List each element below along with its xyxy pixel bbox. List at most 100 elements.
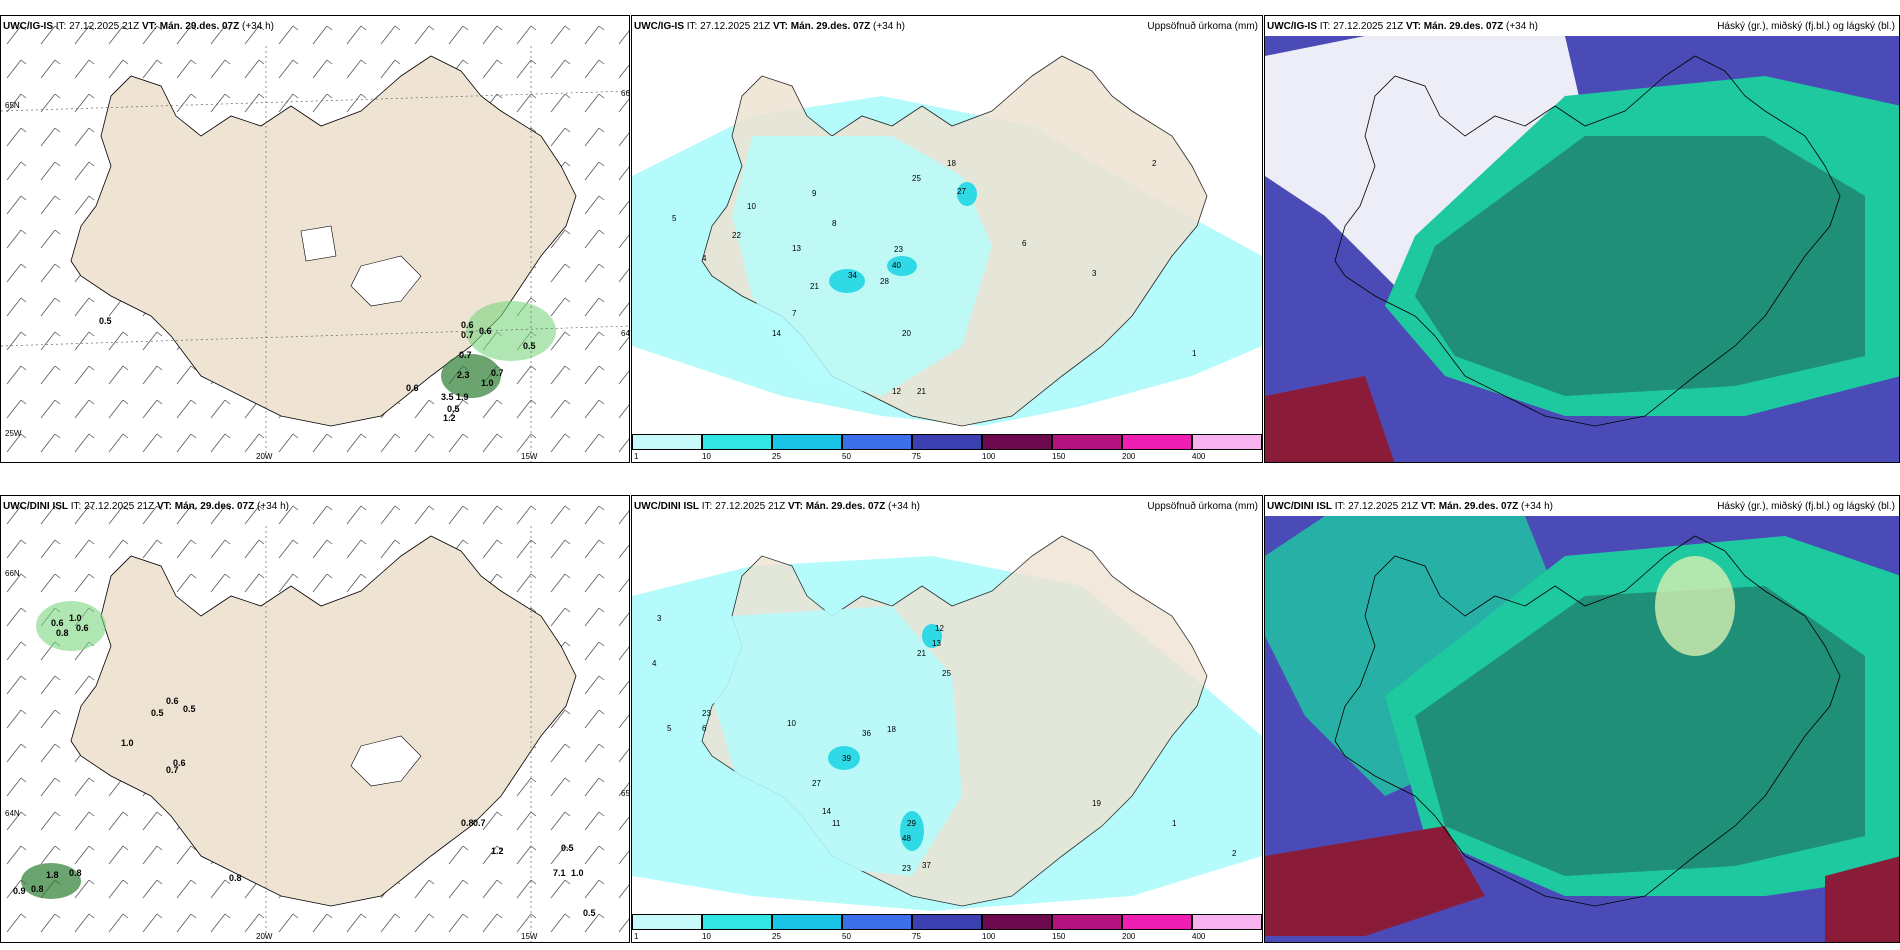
map-label: 21	[810, 282, 819, 291]
map-label: 65N	[5, 101, 20, 110]
panel-header: UWC/IG-IS IT: 27.12.2025 21Z VT: Mán. 29…	[634, 21, 905, 32]
map-label: 3	[657, 614, 662, 623]
colorbar-ticks: 1 10 25 50 75 100 150 200 400	[634, 932, 1206, 941]
panel-header: UWC/DINI ISL IT: 27.12.2025 21Z VT: Mán.…	[634, 501, 920, 512]
map-label: 25W	[5, 429, 22, 438]
precip-map: 5 4 22 13 21 34 40 28 23 27 25 18 20 21 …	[632, 16, 1262, 436]
map-label: 18	[887, 725, 896, 734]
wind-value-label: 0.5	[183, 704, 196, 714]
wind-value-label: 1.0	[481, 378, 494, 388]
wind-panel-igis: UWC/IG-IS IT: 27.12.2025 21Z VT: Mán. 29…	[0, 15, 630, 463]
cloud-map	[1265, 36, 1899, 462]
map-label: 4	[702, 254, 707, 263]
map-label: 36	[862, 729, 871, 738]
wind-value-label: 1.0	[571, 868, 584, 878]
wind-value-label: 0.8	[461, 818, 474, 828]
wind-map: 65N 64N 20W 15W 25W 66N 0.5 0.6 0.7 0.6 …	[1, 16, 630, 462]
colorbar-swatch	[772, 434, 842, 450]
map-label: 7	[792, 309, 797, 318]
wind-value-label: 0.7	[491, 368, 504, 378]
panel-title: Uppsöfnuð úrkoma (mm)	[1147, 21, 1258, 32]
wind-value-label: 1.0	[121, 738, 134, 748]
map-label: 20	[902, 329, 911, 338]
map-label: 23	[702, 709, 711, 718]
wind-value-label: 0.9	[13, 886, 26, 896]
map-label: 12	[892, 387, 901, 396]
map-label: 6	[1022, 239, 1027, 248]
wind-panel-dini: UWC/DINI ISL IT: 27.12.2025 21Z VT: Mán.…	[0, 495, 630, 943]
map-label: 66N	[5, 569, 20, 578]
wind-value-label: 0.7	[473, 818, 486, 828]
map-label: 23	[902, 864, 911, 873]
map-label: 14	[822, 807, 831, 816]
panel-header: UWC/DINI ISL IT: 27.12.2025 21Z VT: Mán.…	[3, 501, 289, 512]
map-label: 10	[747, 202, 756, 211]
wind-value-label: 0.7	[461, 330, 474, 340]
iceland-landmass	[70, 535, 577, 907]
wind-value-label: 1.2	[491, 846, 504, 856]
wind-value-label: 0.8	[31, 884, 44, 894]
colorbar-swatch	[982, 434, 1052, 450]
map-label: 9	[812, 189, 817, 198]
map-label: 40	[892, 261, 901, 270]
wind-value-label: 0.7	[166, 765, 179, 775]
wind-value-label: 1.9	[456, 392, 469, 402]
wind-value-label: 1.8	[46, 870, 59, 880]
map-label: 66N	[621, 89, 630, 98]
map-label: 10	[787, 719, 796, 728]
wind-value-label: 0.6	[76, 623, 89, 633]
colorbar-swatch	[632, 434, 702, 450]
map-label: 48	[902, 834, 911, 843]
map-label: 5	[667, 724, 672, 733]
map-label: 29	[907, 819, 916, 828]
wind-value-label: 0.8	[229, 873, 242, 883]
colorbar-swatch	[772, 914, 842, 930]
map-label: 3	[1092, 269, 1097, 278]
colorbar-swatch	[1192, 914, 1262, 930]
wind-value-label: 7.1	[553, 868, 566, 878]
map-label: 37	[922, 861, 931, 870]
wind-value-label: 0.5	[583, 908, 596, 918]
precip-panel-dini: UWC/DINI ISL IT: 27.12.2025 21Z VT: Mán.…	[631, 495, 1263, 943]
wind-value-label: 0.7	[459, 350, 472, 360]
wind-value-label: 0.5	[523, 341, 536, 351]
colorbar-swatch	[1122, 914, 1192, 930]
colorbar-swatch	[702, 434, 772, 450]
map-label: 19	[1092, 799, 1101, 808]
map-label: 34	[848, 271, 857, 280]
colorbar-swatch	[842, 914, 912, 930]
wind-value-label: 0.5	[447, 404, 460, 414]
map-label: 15W	[521, 932, 538, 941]
cloud-panel-igis: UWC/IG-IS IT: 27.12.2025 21Z VT: Mán. 29…	[1264, 15, 1900, 463]
colorbar-swatch	[982, 914, 1052, 930]
colorbar	[632, 914, 1262, 930]
panel-title: Háský (gr.), miðský (fj.bl.) og lágský (…	[1717, 21, 1895, 32]
wind-value-label: 0.6	[51, 618, 64, 628]
wind-value-label: 0.6	[173, 758, 186, 768]
wind-value-label: 0.8	[69, 868, 82, 878]
wind-value-label: 0.6	[479, 326, 492, 336]
val: 0.5	[99, 316, 112, 326]
colorbar-swatch	[1192, 434, 1262, 450]
wind-value-label: 3.5	[441, 392, 454, 402]
map-label: 13	[792, 244, 801, 253]
panel-header: UWC/IG-IS IT: 27.12.2025 21Z VT: Mán. 29…	[3, 21, 274, 32]
panel-title: Uppsöfnuð úrkoma (mm)	[1147, 501, 1258, 512]
panel-header: UWC/DINI ISL IT: 27.12.2025 21Z VT: Mán.…	[1267, 501, 1553, 512]
map-label: 65N	[621, 789, 630, 798]
map-label: 64N	[5, 809, 20, 818]
map-label: 25	[912, 174, 921, 183]
map-label: 12	[935, 624, 944, 633]
wind-value-label: 0.6	[461, 320, 474, 330]
colorbar-swatch	[632, 914, 702, 930]
wind-value-label: 2.3	[457, 370, 470, 380]
colorbar	[632, 434, 1262, 450]
map-label: 13	[932, 639, 941, 648]
map-label: 15W	[521, 452, 538, 461]
map-label: 4	[652, 659, 657, 668]
map-label: 11	[832, 819, 841, 828]
colorbar-swatch	[842, 434, 912, 450]
map-label: 23	[894, 245, 903, 254]
map-label: 6	[702, 724, 707, 733]
map-label: 21	[917, 387, 926, 396]
